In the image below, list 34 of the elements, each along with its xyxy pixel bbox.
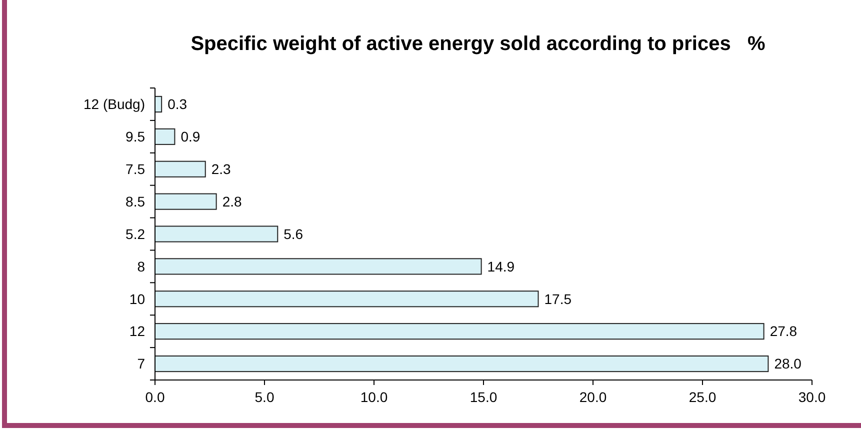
data-label: 2.8: [222, 193, 242, 210]
bar: [154, 226, 278, 242]
y-tick-label: 8.5: [126, 193, 146, 210]
x-tick-label: 5.0: [254, 389, 274, 405]
bar: [154, 290, 539, 308]
bar: [154, 355, 769, 372]
data-label: 0.3: [168, 96, 188, 112]
data-label: 2.3: [211, 161, 232, 178]
y-tick-label: 12: [129, 323, 146, 340]
data-label: 27.8: [770, 323, 798, 340]
y-tick-label: 12 (Budg): [84, 96, 145, 112]
bar: [154, 258, 482, 275]
data-label: 28.0: [774, 356, 802, 372]
y-tick-label: 9.5: [126, 128, 146, 145]
y-tick-label: 8: [137, 258, 146, 274]
y-tick-label: 10: [129, 290, 146, 307]
chart-title: Specific weight of active energy sold according to prices %: [190, 33, 766, 55]
y-tick-label: 5.2: [126, 226, 146, 242]
bar: [154, 128, 176, 145]
x-tick-label: 25.0: [688, 389, 716, 405]
bar: [154, 323, 764, 340]
data-label: 17.5: [544, 290, 572, 307]
y-tick-label: 7: [137, 356, 146, 372]
data-label: 0.9: [180, 128, 200, 145]
bar: [154, 193, 217, 210]
bar: [154, 160, 206, 178]
y-tick-label: 7.5: [126, 161, 146, 178]
x-tick-label: 10.0: [360, 389, 388, 405]
x-tick-label: 15.0: [470, 389, 498, 405]
data-label: 14.9: [487, 258, 515, 274]
x-tick-label: 0.0: [145, 389, 165, 405]
x-tick-label: 30.0: [798, 389, 826, 405]
x-tick-label: 20.0: [579, 389, 607, 405]
data-label: 5.6: [284, 226, 304, 242]
